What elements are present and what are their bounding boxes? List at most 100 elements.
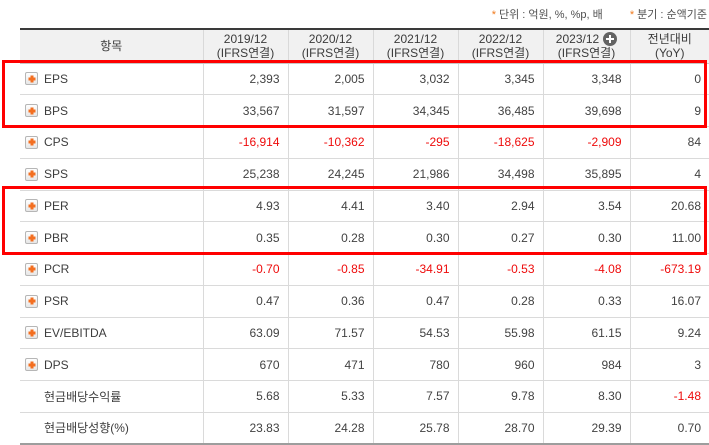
column-header-period: 2023/12 (IFRS연결) (543, 29, 630, 63)
value-cell: -34.91 (373, 254, 458, 286)
value-cell: 3,032 (373, 63, 458, 95)
yoy-value-cell: 9 (630, 95, 709, 127)
value-cell: 0.27 (458, 222, 543, 254)
row-label: 현금배당성향(%) (44, 419, 129, 436)
row-label: BPS (44, 104, 68, 118)
value-cell: -10,362 (288, 127, 373, 159)
yoy-value-cell: -673.19 (630, 254, 709, 286)
row-label-cell: EPS (20, 63, 203, 95)
expand-plus-icon[interactable] (25, 358, 38, 371)
period-basis-label: (IFRS연결) (544, 46, 630, 60)
value-cell: 984 (543, 349, 630, 381)
row-label-cell: SPS (20, 158, 203, 190)
value-cell: 24.28 (288, 412, 373, 444)
value-cell: 8.30 (543, 381, 630, 413)
expand-plus-icon[interactable] (25, 72, 38, 85)
row-label: PBR (44, 231, 69, 245)
yoy-value-cell: 0 (630, 63, 709, 95)
value-cell: 31,597 (288, 95, 373, 127)
table-row: PCR -0.70 -0.85 -34.91 -0.53 -4.08 -673.… (20, 254, 709, 286)
yoy-sublabel: (YoY) (631, 46, 709, 60)
row-label-cell: DPS (20, 349, 203, 381)
value-cell: 670 (203, 349, 288, 381)
value-cell: 23.83 (203, 412, 288, 444)
value-cell: 4.93 (203, 190, 288, 222)
yoy-value-cell: 4 (630, 158, 709, 190)
column-header-item: 항목 (20, 29, 203, 63)
table-row: PBR 0.35 0.28 0.30 0.27 0.30 11.00 (20, 222, 709, 254)
period-label: 2022/12 (479, 32, 522, 46)
row-label-cell: BPS (20, 95, 203, 127)
row-label: CPS (44, 135, 69, 149)
value-cell: 39,698 (543, 95, 630, 127)
value-cell: 9.78 (458, 381, 543, 413)
expand-plus-icon[interactable] (25, 263, 38, 276)
value-cell: 34,345 (373, 95, 458, 127)
expand-plus-icon[interactable] (25, 168, 38, 181)
value-cell: 36,485 (458, 95, 543, 127)
row-label-cell: PBR (20, 222, 203, 254)
value-cell: -4.08 (543, 254, 630, 286)
value-cell: 5.33 (288, 381, 373, 413)
value-cell: 21,986 (373, 158, 458, 190)
value-cell: 3.40 (373, 190, 458, 222)
row-label-cell: PER (20, 190, 203, 222)
expand-plus-icon[interactable] (25, 231, 38, 244)
row-label-cell: CPS (20, 127, 203, 159)
row-label-cell: PSR (20, 285, 203, 317)
plus-circle-icon[interactable] (603, 32, 617, 46)
yoy-value-cell: 11.00 (630, 222, 709, 254)
value-cell: -2,909 (543, 127, 630, 159)
value-cell: -295 (373, 127, 458, 159)
expand-plus-icon[interactable] (25, 326, 38, 339)
row-label: PER (44, 199, 69, 213)
table-row: SPS 25,238 24,245 21,986 34,498 35,895 4 (20, 158, 709, 190)
period-basis-label: (IFRS연결) (374, 46, 458, 60)
value-cell: -0.70 (203, 254, 288, 286)
value-cell: 0.30 (373, 222, 458, 254)
value-cell: 28.70 (458, 412, 543, 444)
value-cell: -18,625 (458, 127, 543, 159)
value-cell: 2,005 (288, 63, 373, 95)
value-cell: 63.09 (203, 317, 288, 349)
row-label: EV/EBITDA (44, 326, 107, 340)
table-row: 현금배당수익률 5.68 5.33 7.57 9.78 8.30 -1.48 (20, 381, 709, 413)
yoy-value-cell: 0.70 (630, 412, 709, 444)
value-cell: 0.35 (203, 222, 288, 254)
yoy-label: 전년대비 (631, 32, 709, 46)
row-label-cell: 현금배당수익률 (20, 381, 203, 413)
value-cell: 55.98 (458, 317, 543, 349)
value-cell: 3.54 (543, 190, 630, 222)
row-label-cell: EV/EBITDA (20, 317, 203, 349)
row-label: PCR (44, 262, 69, 276)
value-cell: 2.94 (458, 190, 543, 222)
period-label: 2021/12 (394, 32, 437, 46)
expand-plus-icon[interactable] (25, 104, 38, 117)
basis-note-text: 분기 : 순액기준 (637, 9, 707, 21)
expand-plus-icon[interactable] (25, 136, 38, 149)
value-cell: 960 (458, 349, 543, 381)
row-label: SPS (44, 167, 68, 181)
yoy-value-cell: 20.68 (630, 190, 709, 222)
period-label: 2020/12 (309, 32, 352, 46)
yoy-value-cell: 3 (630, 349, 709, 381)
period-basis-label: (IFRS연결) (459, 46, 543, 60)
table-row: DPS 670 471 780 960 984 3 (20, 349, 709, 381)
value-cell: 61.15 (543, 317, 630, 349)
column-header-period: 2019/12 (IFRS연결) (203, 29, 288, 63)
expand-plus-icon[interactable] (25, 199, 38, 212)
yoy-value-cell: 9.24 (630, 317, 709, 349)
column-header-yoy: 전년대비 (YoY) (630, 29, 709, 63)
value-cell: 4.41 (288, 190, 373, 222)
unit-note: *단위 : 억원, %, %p, 배 (492, 9, 603, 21)
yoy-value-cell: 84 (630, 127, 709, 159)
row-label-cell: 현금배당성향(%) (20, 412, 203, 444)
value-cell: 71.57 (288, 317, 373, 349)
column-header-period: 2021/12 (IFRS연결) (373, 29, 458, 63)
expand-plus-icon[interactable] (25, 295, 38, 308)
column-header-period: 2022/12 (IFRS연결) (458, 29, 543, 63)
value-cell: 0.47 (373, 285, 458, 317)
value-cell: 0.47 (203, 285, 288, 317)
value-cell: 471 (288, 349, 373, 381)
value-cell: 2,393 (203, 63, 288, 95)
